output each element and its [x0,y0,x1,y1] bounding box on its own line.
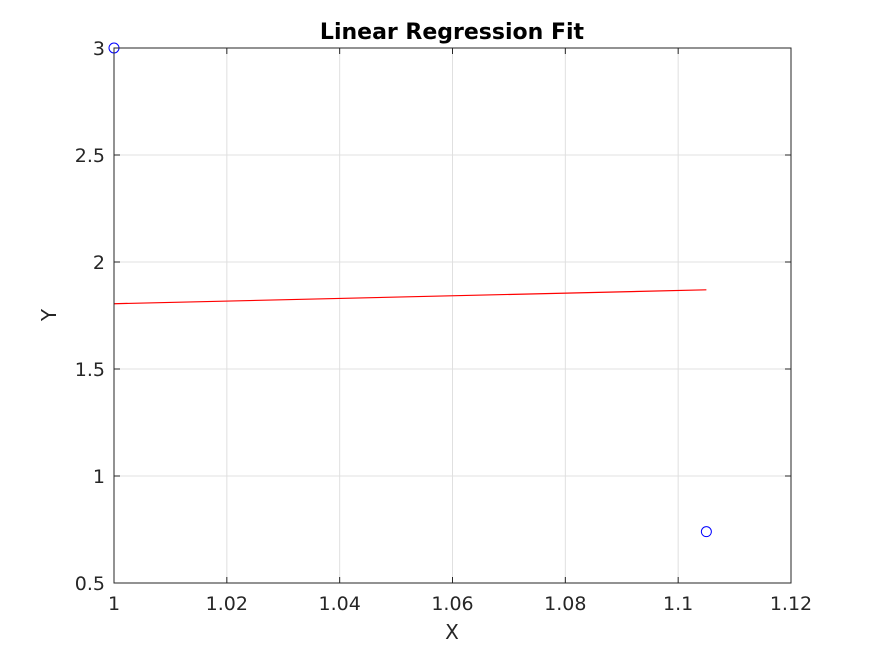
y-tick-group: 0.5 1 1.5 2 2.5 3 [75,38,791,595]
x-tick-label: 1.02 [206,593,248,615]
x-tick-label: 1.1 [663,593,693,615]
chart-title: Linear Regression Fit [320,20,585,45]
y-tick-label: 2 [93,252,105,274]
y-tick-label: 1 [93,466,105,488]
x-tick-label: 1.12 [770,593,812,615]
x-tick-label: 1.04 [319,593,361,615]
data-point [700,526,712,538]
y-tick-label: 0.5 [75,573,105,595]
x-tick-label: 1.08 [544,593,586,615]
y-tick-label: 1.5 [75,359,105,381]
y-tick-label: 2.5 [75,145,105,167]
x-axis-label: X [445,620,459,644]
fit-line-group [113,289,707,305]
y-tick-label: 3 [93,38,105,60]
x-tick-label: 1.06 [431,593,473,615]
y-axis-label: Y [37,308,61,322]
x-tick-group: 1 1.02 1.04 1.06 1.08 1.1 1.12 [108,48,812,615]
x-tick-label: 1 [108,593,120,615]
regression-line [113,289,707,305]
